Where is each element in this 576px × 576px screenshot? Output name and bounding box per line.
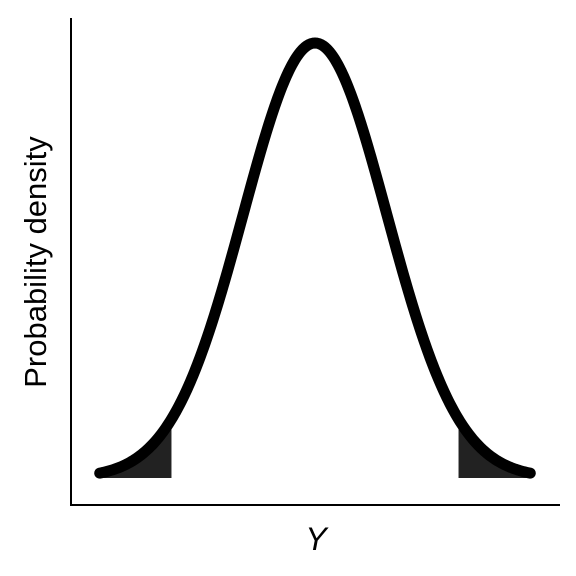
shaded-tail-right (458, 419, 531, 478)
x-axis-label: Y (305, 521, 329, 557)
plot-area (94, 37, 536, 479)
shaded-tail-left (99, 419, 172, 478)
density-curve (94, 37, 536, 479)
y-axis-label: Probability density (18, 136, 53, 388)
